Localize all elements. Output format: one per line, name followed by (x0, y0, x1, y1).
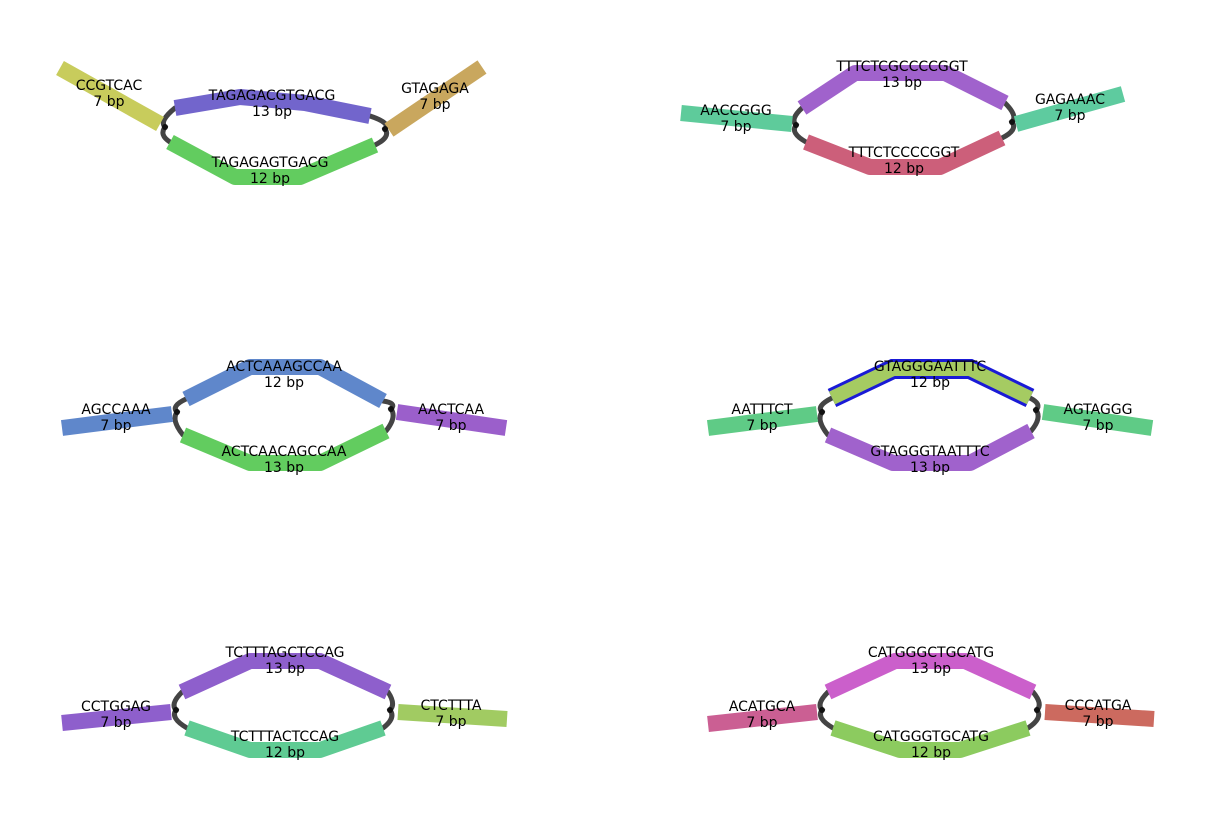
left-flank-segment[interactable] (56, 61, 164, 131)
top-allele-sequence: TAGAGACGTGACG (208, 88, 336, 104)
left-junction-node (173, 707, 179, 713)
bottom-allele-segment[interactable] (803, 130, 1006, 175)
bottom-allele-sequence: TTTCTCCCCGGT (848, 145, 960, 161)
bottom-allele-length: 12 bp (265, 745, 305, 761)
bottom-allele-sequence: TCTTTACTCCAG (230, 729, 339, 745)
left-flank-segment[interactable] (706, 406, 819, 436)
left-junction-node (793, 122, 799, 128)
top-allele-length: 13 bp (265, 661, 305, 677)
bottom-allele-sequence: CATGGGTGCATG (873, 729, 989, 745)
left-flank-sequence: CCTGGAG (81, 699, 151, 715)
right-junction-node (1009, 119, 1015, 125)
left-flank-segment[interactable] (707, 704, 818, 732)
bottom-allele-length: 13 bp (264, 460, 304, 476)
top-allele-sequence: GTAGGGAATTTC (874, 359, 986, 375)
bottom-allele-segment[interactable] (166, 134, 379, 185)
right-flank-length: 7 bp (435, 418, 466, 434)
top-allele-length: 12 bp (910, 375, 950, 391)
bottom-allele-length: 12 bp (911, 745, 951, 761)
right-junction-node (388, 406, 394, 412)
right-flank-sequence: GTAGAGA (401, 81, 469, 97)
left-flank-segment[interactable] (60, 406, 174, 436)
bottom-allele-segment[interactable] (830, 720, 1031, 758)
right-flank-segment[interactable] (1044, 704, 1155, 727)
left-junction-node (819, 409, 825, 415)
left-flank-sequence: AATTTCT (731, 402, 793, 418)
right-flank-length: 7 bp (1082, 714, 1113, 730)
right-flank-length: 7 bp (435, 714, 466, 730)
right-flank-length: 7 bp (1082, 418, 1113, 434)
top-allele-length: 13 bp (882, 75, 922, 91)
left-junction-node (162, 124, 168, 130)
right-flank-segment[interactable] (1041, 404, 1154, 436)
right-junction-node (387, 707, 393, 713)
right-flank-segment[interactable] (1013, 86, 1126, 132)
bottom-allele-segment[interactable] (824, 423, 1035, 471)
left-junction-node (174, 409, 180, 415)
left-flank-length: 7 bp (746, 715, 777, 731)
left-junction-node (819, 707, 825, 713)
top-allele-sequence: TTTCTCGCCCCGGT (835, 59, 968, 75)
left-flank-length: 7 bp (746, 418, 777, 434)
right-flank-sequence: AGTAGGG (1063, 402, 1132, 418)
right-flank-sequence: CTCTTTA (421, 698, 482, 714)
left-flank-length: 7 bp (100, 715, 131, 731)
right-flank-sequence: GAGAAAC (1035, 92, 1105, 108)
left-junction-arc (817, 395, 835, 438)
top-allele-segment[interactable] (178, 653, 392, 700)
top-allele-sequence: CATGGGCTGCATG (868, 645, 994, 661)
top-allele-segment[interactable] (828, 362, 1034, 405)
right-flank-segment[interactable] (384, 60, 487, 137)
bottom-allele-length: 12 bp (884, 161, 924, 177)
right-flank-segment[interactable] (395, 404, 508, 436)
right-flank-sequence: AACTCAA (418, 402, 485, 418)
left-flank-segment[interactable] (61, 704, 172, 731)
left-flank-length: 7 bp (720, 119, 751, 135)
bottom-allele-segment[interactable] (179, 423, 390, 471)
right-flank-length: 7 bp (1054, 108, 1085, 124)
right-flank-length: 7 bp (419, 97, 450, 113)
top-allele-segment[interactable] (797, 65, 1009, 115)
left-flank-sequence: CCGTCAC (76, 78, 143, 94)
left-junction-arc (172, 396, 189, 438)
top-allele-segment[interactable] (182, 359, 387, 409)
right-junction-node (1033, 407, 1039, 413)
left-flank-length: 7 bp (100, 418, 131, 434)
bottom-allele-segment[interactable] (184, 720, 386, 758)
right-junction-arc (1027, 395, 1041, 434)
right-junction-node (382, 126, 388, 132)
top-allele-length: 13 bp (911, 661, 951, 677)
top-allele-sequence: ACTCAAAGCCAA (226, 359, 342, 375)
bottom-allele-sequence: ACTCAACAGCCAA (222, 444, 347, 460)
top-allele-sequence: TCTTTAGCTCCAG (225, 645, 345, 661)
right-flank-segment[interactable] (397, 704, 508, 727)
top-allele-segment[interactable] (173, 89, 372, 124)
top-allele-length: 12 bp (264, 375, 304, 391)
left-flank-sequence: AGCCAAA (81, 402, 151, 418)
bottom-allele-length: 13 bp (910, 460, 950, 476)
bottom-allele-sequence: TAGAGAGTGACG (211, 155, 329, 171)
right-junction-arc (380, 398, 396, 434)
right-flank-sequence: CCCATGA (1065, 698, 1132, 714)
left-flank-sequence: AACCGGG (700, 103, 771, 119)
right-junction-node (1034, 707, 1040, 713)
top-allele-length: 13 bp (252, 104, 292, 120)
bottom-allele-sequence: GTAGGGTAATTTC (870, 444, 989, 460)
left-flank-sequence: ACATGCA (729, 699, 796, 715)
bottom-allele-length: 12 bp (250, 171, 290, 187)
left-flank-length: 7 bp (93, 94, 124, 110)
left-flank-segment[interactable] (680, 105, 793, 132)
top-allele-segment[interactable] (824, 653, 1037, 700)
